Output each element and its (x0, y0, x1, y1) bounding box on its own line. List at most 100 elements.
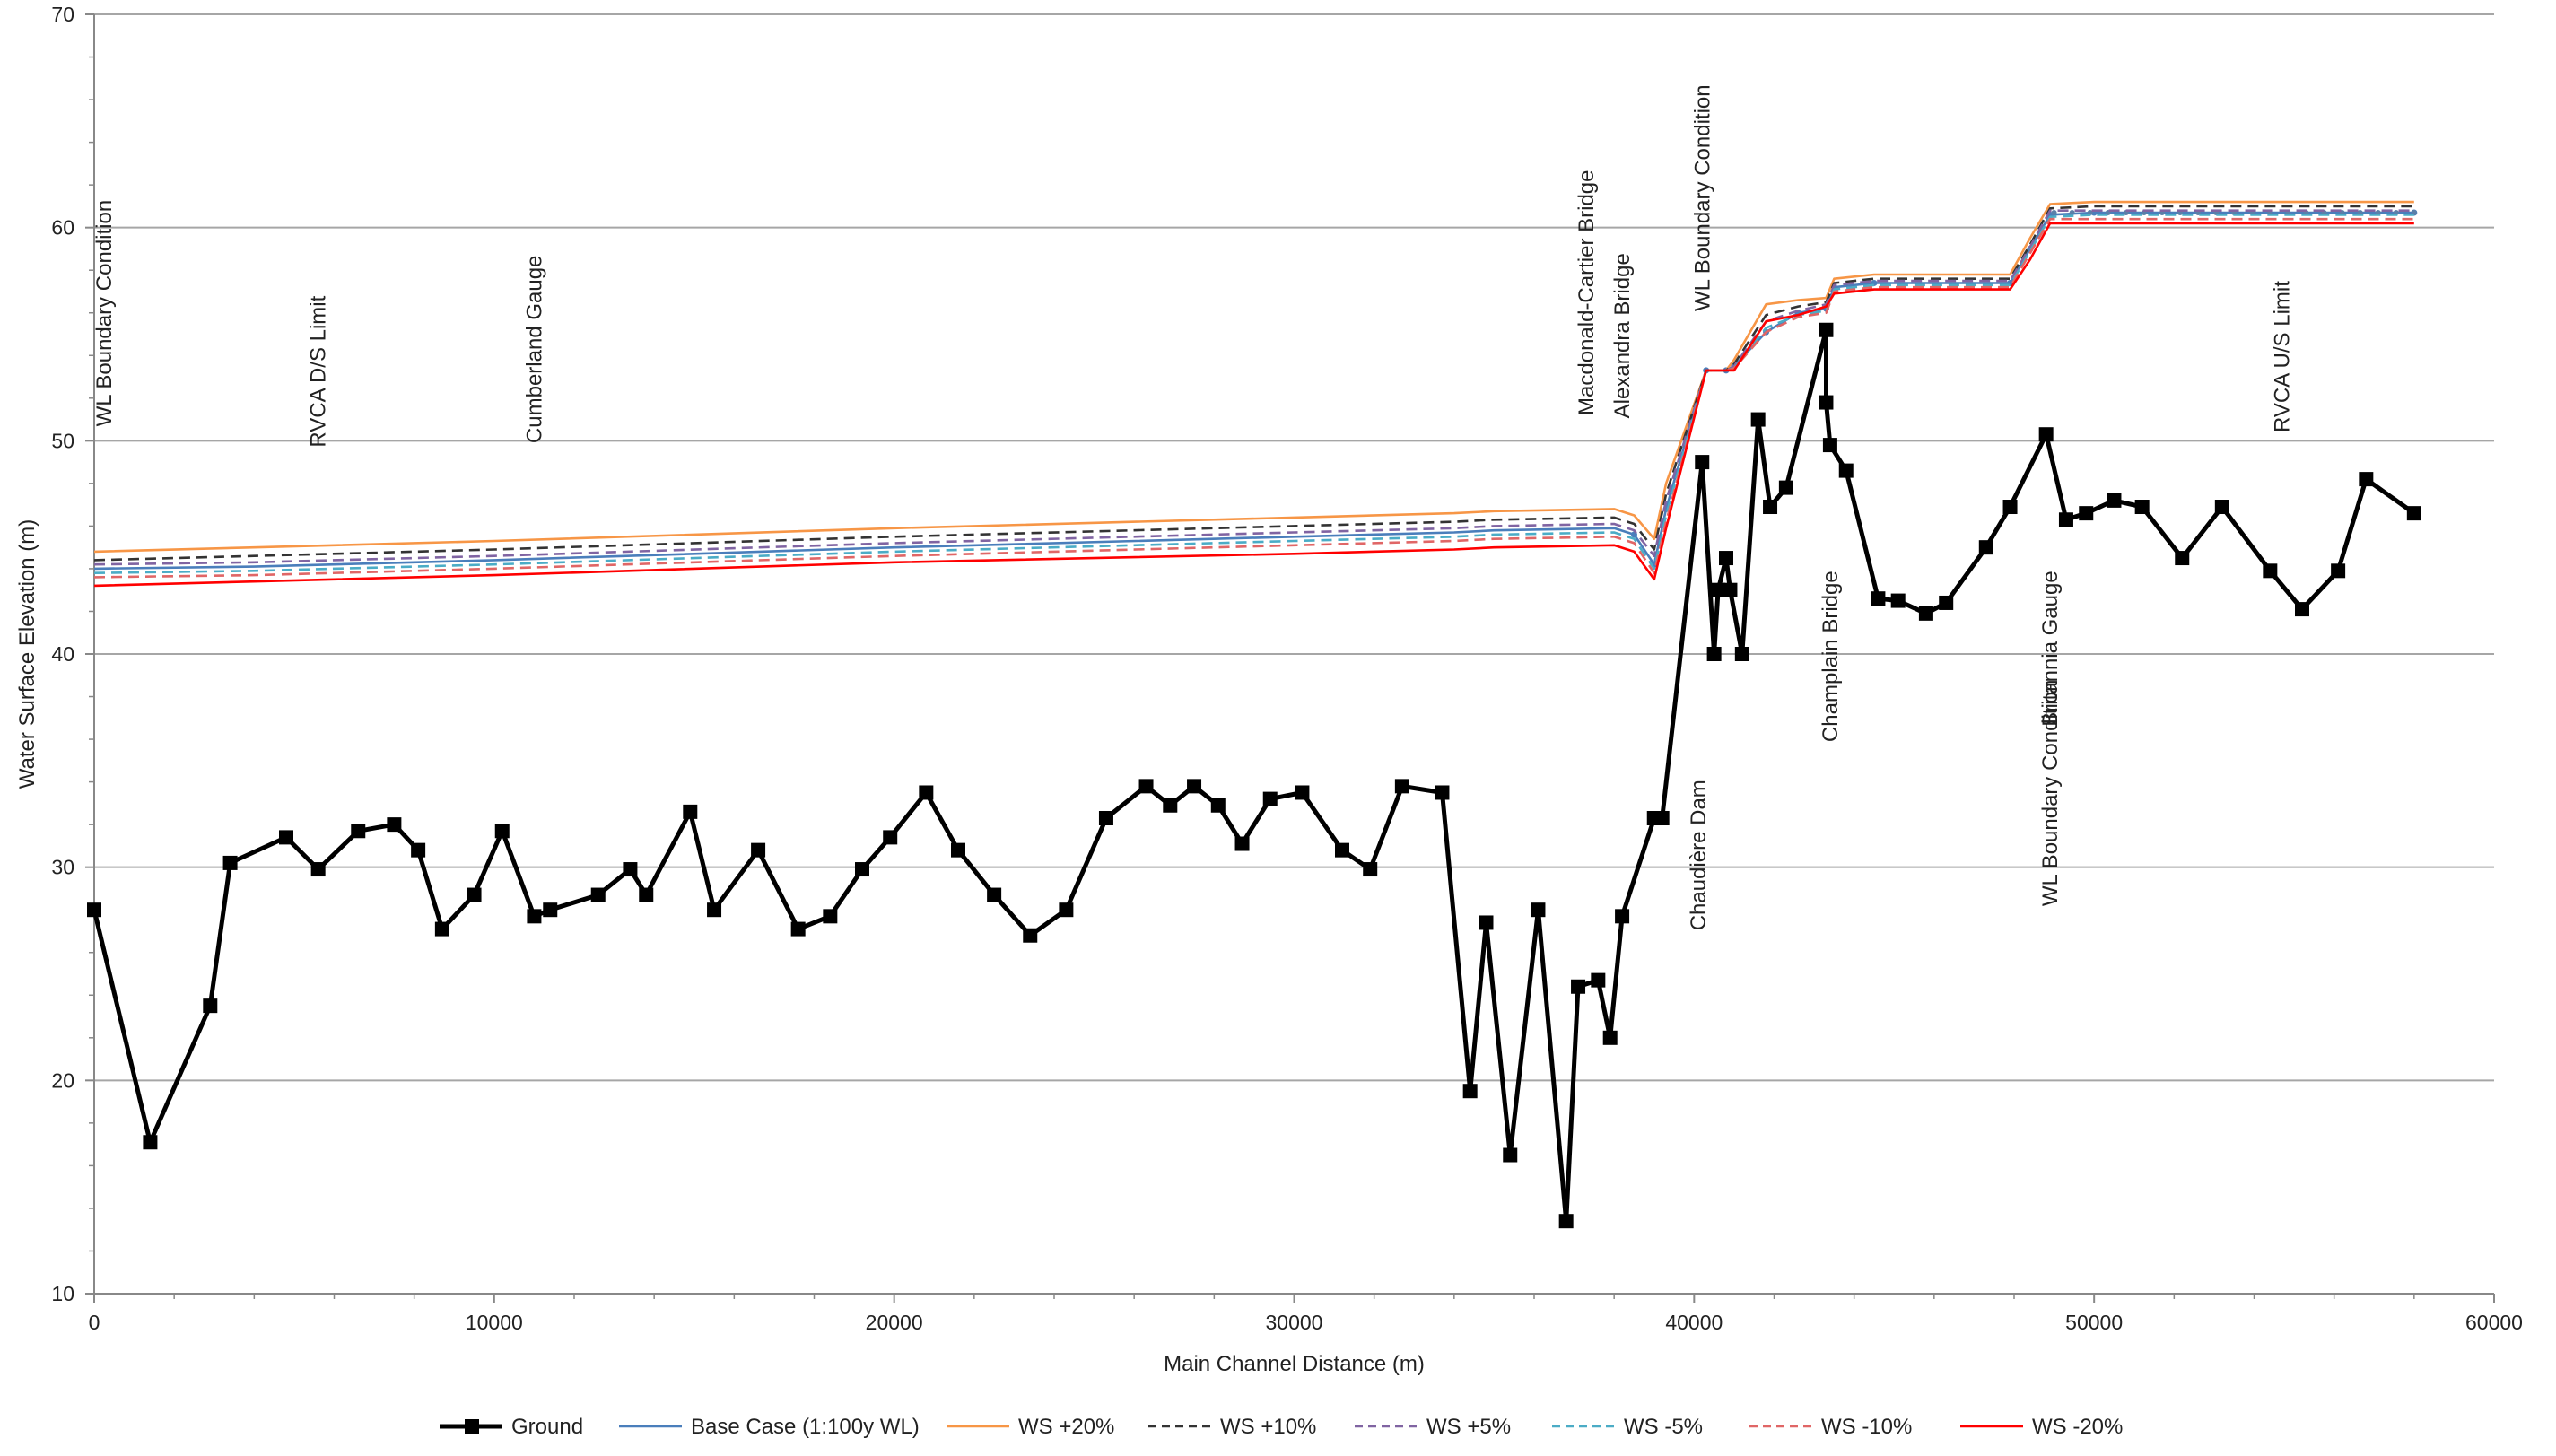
ground-point (1734, 647, 1749, 661)
ground-point (1023, 928, 1038, 943)
ground-point (467, 887, 482, 902)
ground-point (1838, 463, 1854, 478)
legend-label: WS +20% (1018, 1415, 1114, 1439)
ground-point (1890, 593, 1906, 608)
y-tick-label: 50 (51, 429, 74, 452)
ground-point (1939, 595, 1954, 610)
x-tick-label: 10000 (466, 1311, 523, 1334)
ground-point (1295, 785, 1310, 800)
x-axis-title: Main Channel Distance (m) (1164, 1352, 1425, 1376)
annotation-label: Champlain Bridge (1819, 571, 1843, 742)
ground-point (1262, 791, 1278, 806)
annotation-label: RVCA U/S Limit (2271, 281, 2295, 432)
ground-point (987, 887, 1002, 902)
annotation-label: WL Boundary Condition (92, 200, 117, 427)
ground-point (1822, 438, 1837, 453)
ground-point (1819, 395, 1834, 410)
ground-point (87, 902, 101, 918)
ground-point (2263, 563, 2278, 579)
ground-point (1138, 779, 1154, 794)
legend-label: WS -10% (1821, 1415, 1912, 1439)
ground-point (1234, 836, 1250, 851)
ground-point (951, 842, 965, 858)
annotation-label: WL Boundary Condition (2038, 680, 2063, 907)
ground-point (1654, 811, 1670, 826)
ground-point (2079, 506, 2094, 521)
series-line-ground (92, 327, 2416, 1224)
ground-point (1871, 591, 1886, 606)
x-tick-label: 30000 (1266, 1311, 1323, 1334)
y-tick-label: 40 (51, 642, 74, 666)
ground-point (2214, 500, 2229, 515)
ground-point (919, 785, 934, 800)
x-tick-label: 0 (89, 1311, 100, 1334)
series-line-ws-10 (93, 205, 2414, 562)
ground-point (543, 902, 558, 918)
ground-point (1719, 551, 1733, 566)
ground-point (855, 862, 869, 877)
base-case-marker (2069, 210, 2075, 216)
ground-point (2331, 563, 2346, 579)
axes: 10 20 30 40 50 60 70 0 10000 20000 30000 40000 50000… (51, 3, 2523, 1334)
legend-label: Base Case (1:100y WL) (691, 1415, 920, 1439)
ground-point (494, 824, 510, 839)
annotation-label: Britannia Gauge (2038, 571, 2063, 726)
legend-label: WS -20% (2032, 1415, 2123, 1439)
ground-point (2038, 427, 2054, 442)
ground-point (1918, 606, 1933, 621)
annotation-label: Cumberland Gauge (522, 256, 546, 443)
ground-point (823, 909, 838, 924)
ground-point (222, 855, 238, 870)
ground-point (1615, 909, 1630, 924)
ground-point (143, 1135, 158, 1150)
series-line-ws-20 (93, 222, 2414, 588)
ground-point (434, 921, 449, 937)
y-tick-label: 30 (51, 856, 74, 879)
ground-point (1210, 798, 1226, 813)
ground-point (351, 824, 366, 839)
ground-point (1695, 455, 1710, 470)
ground-point (203, 998, 218, 1014)
ground-point (2295, 602, 2309, 617)
ground-point (1059, 902, 1074, 918)
ground-point (1819, 322, 1834, 337)
ground-point (1602, 1030, 1618, 1045)
ground-point (683, 804, 698, 819)
ground-point (623, 862, 638, 877)
legend-label: Ground (511, 1415, 583, 1439)
ground-point (1978, 540, 1993, 555)
ground-point (2058, 512, 2073, 527)
ground-point (1479, 915, 1494, 930)
ground-point (1571, 979, 1586, 994)
annotation-label: Macdonald-Cartier Bridge (1575, 170, 1599, 415)
x-tick-label: 50000 (2065, 1311, 2123, 1334)
ground-point (1435, 785, 1450, 800)
annotation-label: Chaudière Dam (1687, 780, 1711, 930)
legend-label: WS +5% (1426, 1415, 1511, 1439)
annotation-label: RVCA D/S Limit (307, 295, 331, 447)
ground-point (411, 842, 426, 858)
ground-point (1558, 1214, 1574, 1229)
series-group (87, 200, 2421, 1229)
annotations: WL Boundary Condition RVCA D/S Limit Cumbe… (92, 84, 2295, 930)
ground-point (1778, 480, 1793, 495)
ground-point (2406, 506, 2421, 521)
ground-point (639, 887, 654, 902)
y-tick-label: 70 (51, 3, 74, 26)
ground-point (279, 830, 293, 845)
x-tick-label: 20000 (866, 1311, 923, 1334)
ground-point (883, 830, 898, 845)
ground-point (1363, 862, 1378, 877)
ground-point (387, 817, 402, 833)
ground-point (2134, 500, 2150, 515)
ground-point (2002, 500, 2018, 515)
ground-point (1462, 1084, 1478, 1099)
ground-point (2175, 551, 2190, 566)
ground-point (1750, 412, 1766, 427)
ground-point (707, 902, 722, 918)
y-tick-label: 60 (51, 216, 74, 240)
ground-point (1531, 902, 1546, 918)
legend-label: WS -5% (1624, 1415, 1703, 1439)
ground-point (590, 887, 606, 902)
